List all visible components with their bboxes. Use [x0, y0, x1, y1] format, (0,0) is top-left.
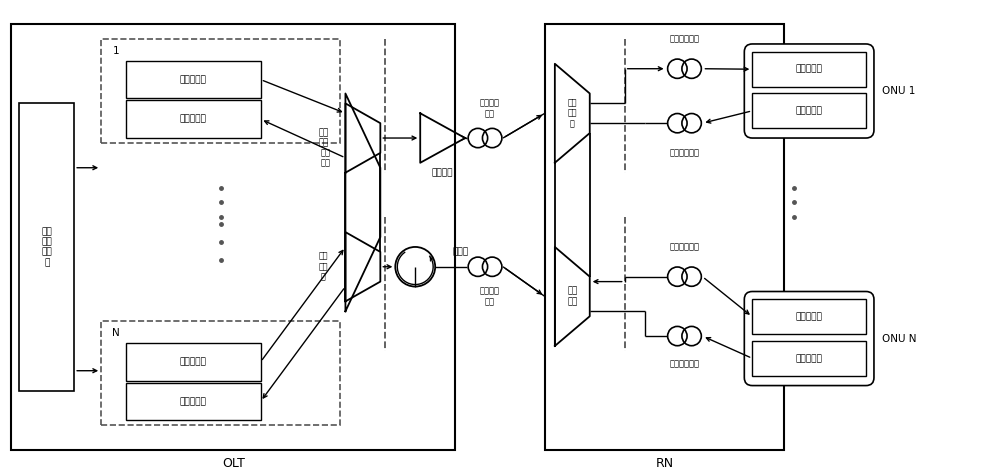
Bar [545, 24, 784, 450]
Bar [101, 321, 340, 425]
Text: 光解
复用
器: 光解 复用 器 [568, 98, 577, 128]
Text: 环形器: 环形器 [452, 247, 468, 256]
Text: RN: RN [655, 457, 674, 470]
Text: N: N [112, 328, 120, 338]
Text: 下行馈线
光纤: 下行馈线 光纤 [480, 99, 500, 118]
Text: 光复
用器: 光复 用器 [567, 287, 577, 306]
Bar [11, 24, 455, 450]
Text: 下行接收机: 下行接收机 [796, 65, 823, 74]
Bar [19, 104, 74, 391]
Bar [126, 61, 261, 98]
Text: 上行发射机: 上行发射机 [796, 106, 823, 115]
Text: 下行发射机: 下行发射机 [180, 75, 207, 84]
Bar [126, 100, 261, 138]
Text: OLT: OLT [222, 457, 245, 470]
Text: 上行接收机: 上行接收机 [180, 115, 207, 124]
Text: 光复
用器: 光复 用器 [318, 128, 329, 148]
Bar [752, 341, 866, 376]
Text: 上行接收机: 上行接收机 [180, 397, 207, 406]
Text: 上行发射机: 上行发射机 [796, 354, 823, 363]
Text: 多载
波产
生装
置: 多载 波产 生装 置 [41, 227, 52, 267]
Bar [752, 299, 866, 334]
Text: 光解
复用
器: 光解 复用 器 [319, 252, 328, 281]
Text: 光放大器: 光放大器 [432, 168, 453, 177]
Text: 光复
用器: 光复 用器 [320, 148, 330, 167]
Text: 上行馈线
光纤: 上行馈线 光纤 [480, 287, 500, 306]
Bar [101, 39, 340, 143]
Bar [752, 52, 866, 87]
Text: 上行馈线光纤: 上行馈线光纤 [669, 359, 699, 368]
Text: ONU N: ONU N [882, 333, 916, 343]
FancyBboxPatch shape [744, 291, 874, 385]
Text: 下行馈线光纤: 下行馈线光纤 [669, 35, 699, 44]
Text: 下行发射机: 下行发射机 [180, 357, 207, 366]
FancyBboxPatch shape [744, 44, 874, 138]
Bar [126, 383, 261, 420]
Text: 1: 1 [113, 46, 119, 56]
Text: 上行馈线光纤: 上行馈线光纤 [669, 149, 699, 158]
Bar [126, 343, 261, 381]
Text: 下行接收机: 下行接收机 [796, 312, 823, 321]
Bar [752, 94, 866, 128]
Text: ONU 1: ONU 1 [882, 86, 916, 96]
Text: 下行馈线光纤: 下行馈线光纤 [669, 243, 699, 252]
